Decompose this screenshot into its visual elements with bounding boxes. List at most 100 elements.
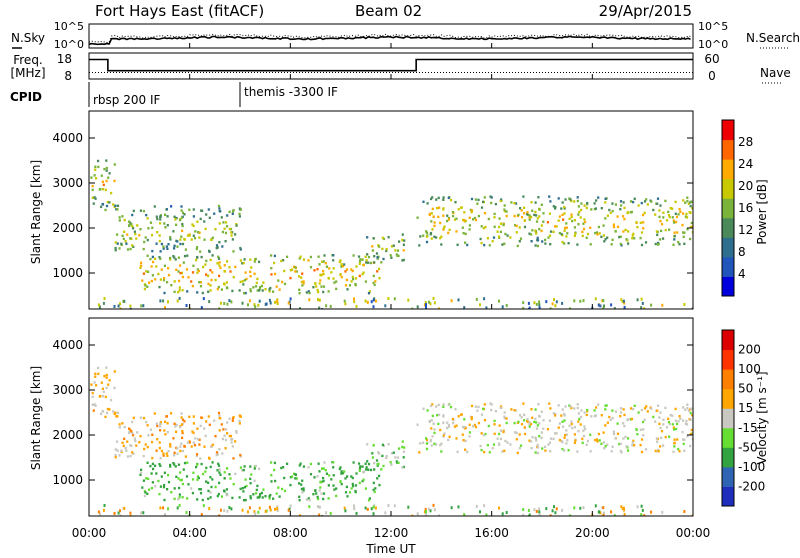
velocity-echo-cell	[332, 461, 335, 464]
power-echo-cell	[433, 235, 436, 238]
velocity-echo-cell	[196, 475, 199, 478]
power-echo-cell	[192, 234, 195, 237]
power-echo-cell	[501, 243, 504, 246]
power-echo-cell	[438, 307, 440, 309]
velocity-echo-cell	[630, 417, 633, 421]
power-echo-cell	[565, 222, 568, 225]
power-echo-cell	[636, 226, 639, 229]
velocity-echo-cell	[395, 460, 398, 463]
power-echo-cell	[658, 215, 661, 219]
power-echo-cell	[642, 227, 645, 230]
velocity-echo-cell	[691, 514, 693, 516]
velocity-echo-cell	[387, 504, 390, 507]
colorbar-swatch	[722, 139, 734, 160]
power-echo-cell	[228, 299, 231, 303]
velocity-echo-cell	[675, 422, 679, 426]
power-echo-cell	[321, 260, 324, 263]
velocity-echo-cell	[94, 404, 97, 407]
power-echo-cell	[488, 244, 491, 247]
velocity-echo-cell	[283, 476, 286, 480]
power-echo-cell	[686, 228, 689, 231]
velocity-echo-cell	[558, 422, 561, 425]
velocity-echo-cell	[367, 462, 371, 466]
power-echo-cell	[340, 265, 343, 268]
colorbar-tick-label: 16	[738, 201, 753, 215]
power-echo-cell	[561, 201, 564, 204]
velocity-echo-cell	[223, 490, 226, 493]
power-echo-cell	[505, 214, 508, 218]
power-echo-cell	[549, 230, 553, 233]
power-echo-cell	[191, 284, 194, 288]
velocity-echo-cell	[611, 445, 614, 448]
velocity-echo-cell	[179, 449, 182, 453]
power-echo-cell	[432, 215, 435, 218]
velocity-echo-cell	[673, 445, 676, 448]
power-echo-cell	[114, 204, 117, 207]
velocity-echo-cell	[645, 405, 648, 408]
power-echo-cell	[175, 223, 178, 226]
power-echo-cell	[91, 196, 94, 199]
power-echo-cell	[590, 208, 593, 211]
power-echo-cell	[491, 240, 494, 243]
velocity-echo-cell	[228, 434, 231, 438]
power-echo-cell	[558, 231, 561, 235]
power-echo-cell	[262, 281, 265, 284]
power-echo-cell	[278, 288, 281, 291]
power-echo-cell	[335, 280, 338, 283]
power-echo-cell	[100, 205, 103, 209]
velocity-echo-cell	[534, 417, 537, 421]
velocity-echo-cell	[114, 456, 117, 459]
velocity-echo-cell	[366, 460, 369, 463]
power-echo-cell	[685, 212, 688, 216]
velocity-echo-cell	[123, 437, 126, 440]
velocity-echo-cell	[134, 439, 137, 443]
power-echo-cell	[226, 286, 229, 290]
power-echo-cell	[110, 191, 113, 195]
power-echo-cell	[577, 205, 580, 208]
power-echo-cell	[131, 213, 134, 217]
power-echo-cell	[674, 200, 677, 204]
velocity-echo-cell	[568, 404, 571, 407]
power-echo-cell	[343, 299, 346, 303]
power-echo-cell	[526, 211, 529, 214]
velocity-echo-cell	[91, 403, 94, 406]
velocity-echo-cell	[364, 506, 367, 510]
power-echo-cell	[402, 258, 405, 262]
power-echo-cell	[228, 210, 231, 213]
velocity-echo-cell	[258, 506, 261, 510]
velocity-echo-cell	[516, 451, 519, 455]
velocity-echo-cell	[567, 449, 570, 452]
power-echo-cell	[239, 259, 242, 262]
power-echo-cell	[224, 231, 228, 235]
power-echo-cell	[181, 224, 184, 228]
power-echo-cell	[479, 303, 481, 307]
velocity-echo-cell	[325, 511, 328, 515]
velocity-echo-cell	[562, 425, 565, 428]
velocity-echo-cell	[119, 509, 121, 513]
power-echo-cell	[492, 236, 496, 239]
velocity-echo-cell	[175, 430, 178, 433]
velocity-echo-cell	[440, 450, 443, 453]
power-echo-cell	[535, 302, 538, 306]
power-echo-cell	[604, 217, 607, 220]
power-echo-cell	[274, 300, 276, 304]
power-echo-cell	[564, 198, 567, 201]
velocity-echo-cell	[108, 379, 111, 382]
power-echo-cell	[195, 258, 198, 262]
power-echo-cell	[261, 289, 264, 292]
velocity-echo-cell	[103, 374, 106, 378]
velocity-echo-cell	[652, 415, 655, 419]
power-echo-cell	[630, 210, 633, 214]
velocity-echo-cell	[204, 434, 207, 438]
power-echo-cell	[596, 233, 599, 236]
velocity-echo-cell	[612, 432, 616, 436]
velocity-echo-cell	[205, 480, 208, 483]
velocity-echo-cell	[606, 443, 609, 446]
freq-label-line1: Freq.	[13, 53, 43, 67]
velocity-echo-cell	[627, 449, 630, 452]
velocity-echo-cell	[548, 402, 551, 405]
velocity-echo-cell	[563, 419, 566, 422]
power-echo-cell	[175, 216, 178, 220]
power-echo-cell	[571, 219, 574, 223]
velocity-echo-cell	[104, 395, 107, 399]
